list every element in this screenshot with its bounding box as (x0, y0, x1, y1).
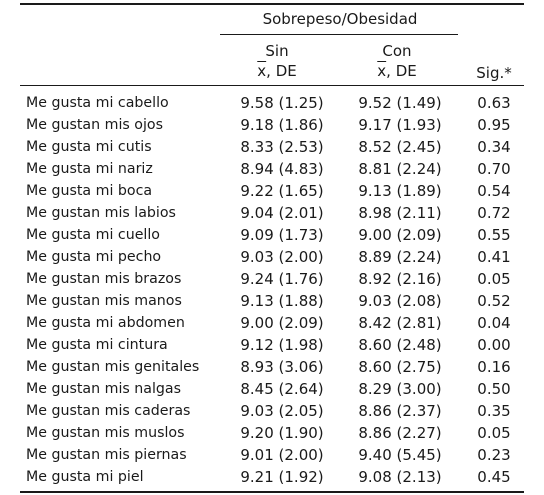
cell-con: 8.98 (2.11) (358, 204, 442, 222)
cell-sig: 0.16 (477, 358, 511, 376)
cell-con: 9.03 (2.08) (358, 292, 442, 310)
row-label: Me gusta mi nariz (26, 161, 153, 177)
cell-sig: 0.45 (477, 468, 511, 486)
cell-sin: 8.94 (4.83) (240, 160, 324, 178)
cell-con: 8.92 (2.16) (358, 270, 442, 288)
cell-sig: 0.04 (477, 314, 511, 332)
cell-con: 8.89 (2.24) (358, 248, 442, 266)
col-con-subtitle-text: , DE (386, 62, 417, 80)
cell-con: 8.60 (2.75) (358, 358, 442, 376)
cell-con: 8.81 (2.24) (358, 160, 442, 178)
cell-sig: 0.72 (477, 204, 511, 222)
row-label: Me gustan mis labios (26, 205, 176, 221)
cell-con: 8.42 (2.81) (358, 314, 442, 332)
cell-sin: 9.09 (1.73) (240, 226, 324, 244)
cell-sig: 0.00 (477, 336, 511, 354)
cell-sin: 9.22 (1.65) (240, 182, 324, 200)
col-sin-subtitle-text: , DE (266, 62, 297, 80)
cell-con: 9.08 (2.13) (358, 468, 442, 486)
cell-con: 9.00 (2.09) (358, 226, 442, 244)
cell-con: 8.52 (2.45) (358, 138, 442, 156)
cell-con: 8.86 (2.27) (358, 424, 442, 442)
table-bottom-rule (20, 491, 524, 493)
col-sig-title: Sig.* (476, 64, 512, 82)
cell-sig: 0.52 (477, 292, 511, 310)
cell-sig: 0.34 (477, 138, 511, 156)
row-label: Me gusta mi cuello (26, 227, 160, 243)
cell-con: 9.52 (1.49) (358, 94, 442, 112)
cell-sin: 9.00 (2.09) (240, 314, 324, 332)
row-label: Me gustan mis ojos (26, 117, 163, 133)
cell-sin: 8.33 (2.53) (240, 138, 324, 156)
cell-sin: 9.24 (1.76) (240, 270, 324, 288)
cell-sig: 0.05 (477, 270, 511, 288)
row-label: Me gustan mis piernas (26, 447, 187, 463)
cell-sin: 9.12 (1.98) (240, 336, 324, 354)
cell-sin: 9.21 (1.92) (240, 468, 324, 486)
mean-symbol: x (377, 62, 387, 80)
cell-sig: 0.35 (477, 402, 511, 420)
col-sin-title: Sin (265, 42, 289, 60)
row-label: Me gustan mis caderas (26, 403, 191, 419)
col-sin-subtitle: x, DE (220, 62, 334, 80)
row-label: Me gustan mis genitales (26, 359, 200, 375)
row-label: Me gustan mis muslos (26, 425, 185, 441)
cell-sin: 9.04 (2.01) (240, 204, 324, 222)
cell-sig: 0.23 (477, 446, 511, 464)
cell-con: 9.40 (5.45) (358, 446, 442, 464)
cell-sin: 9.03 (2.00) (240, 248, 324, 266)
cell-sin: 9.01 (2.00) (240, 446, 324, 464)
cell-sin: 9.20 (1.90) (240, 424, 324, 442)
row-label: Me gustan mis brazos (26, 271, 182, 287)
col-con-title: Con (382, 42, 412, 60)
cell-sig: 0.50 (477, 380, 511, 398)
cell-sin: 9.13 (1.88) (240, 292, 324, 310)
cell-sin: 8.93 (3.06) (240, 358, 324, 376)
cell-sig: 0.41 (477, 248, 511, 266)
cell-sig: 0.55 (477, 226, 511, 244)
group-header-rule (220, 34, 458, 35)
row-label: Me gusta mi cutis (26, 139, 152, 155)
group-header: Sobrepeso/Obesidad (262, 10, 418, 28)
row-label: Me gusta mi boca (26, 183, 153, 199)
header-bottom-rule (20, 85, 524, 86)
cell-sin: 9.18 (1.86) (240, 116, 324, 134)
col-con-subtitle: x, DE (340, 62, 454, 80)
cell-sin: 8.45 (2.64) (240, 380, 324, 398)
row-label: Me gusta mi abdomen (26, 315, 185, 331)
cell-con: 9.13 (1.89) (358, 182, 442, 200)
cell-sin: 9.03 (2.05) (240, 402, 324, 420)
cell-con: 9.17 (1.93) (358, 116, 442, 134)
row-label: Me gusta mi cabello (26, 95, 169, 111)
cell-sig: 0.05 (477, 424, 511, 442)
cell-sig: 0.70 (477, 160, 511, 178)
cell-con: 8.60 (2.48) (358, 336, 442, 354)
cell-con: 8.29 (3.00) (358, 380, 442, 398)
cell-sig: 0.54 (477, 182, 511, 200)
cell-sin: 9.58 (1.25) (240, 94, 324, 112)
mean-symbol: x (257, 62, 267, 80)
cell-con: 8.86 (2.37) (358, 402, 442, 420)
row-label: Me gusta mi pecho (26, 249, 162, 265)
row-label: Me gustan mis nalgas (26, 381, 182, 397)
table-top-rule (20, 3, 524, 5)
cell-sig: 0.95 (477, 116, 511, 134)
row-label: Me gusta mi piel (26, 469, 144, 485)
cell-sig: 0.63 (477, 94, 511, 112)
row-label: Me gustan mis manos (26, 293, 182, 309)
row-label: Me gusta mi cintura (26, 337, 168, 353)
